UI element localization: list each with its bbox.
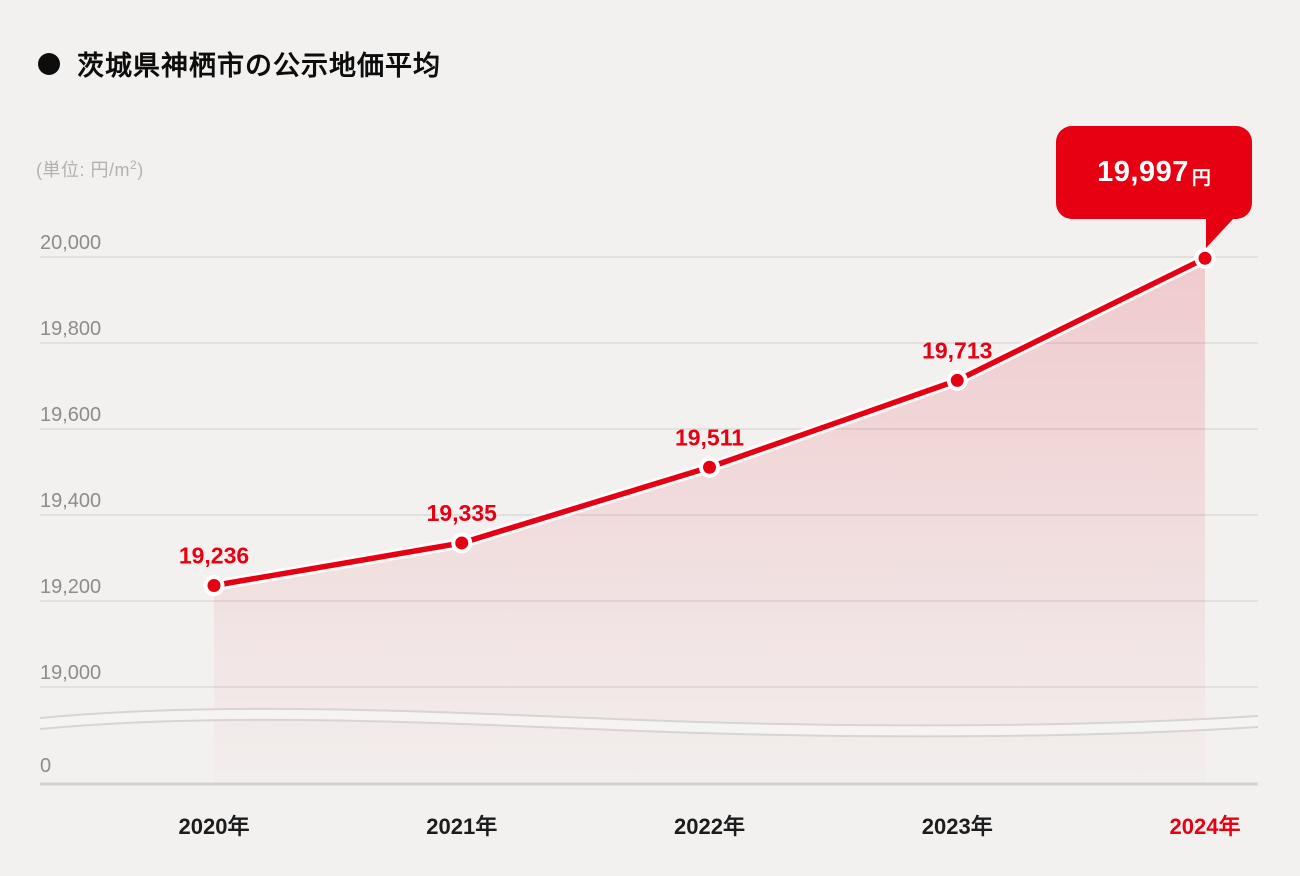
zero-tick-label: 0 — [40, 755, 51, 777]
unit-label-suffix: ) — [137, 160, 144, 180]
axis-break-band — [40, 708, 1258, 737]
x-axis-label: 2022年 — [674, 814, 745, 839]
point-value-label: 19,236 — [179, 543, 249, 569]
unit-label-superscript: 2 — [130, 158, 138, 172]
unit-label-prefix: (単位: 円/m — [36, 160, 130, 180]
y-axis-tick-label: 20,000 — [40, 232, 101, 254]
x-axis-label: 2020年 — [179, 814, 250, 839]
axis-break-line-top — [39, 707, 1259, 727]
point-value-label: 19,713 — [922, 337, 992, 363]
chart-title-row: 茨城県神栖市の公示地価平均 — [38, 44, 441, 83]
data-point — [950, 373, 964, 387]
data-point — [455, 536, 469, 550]
y-axis-tick-label: 19,600 — [40, 404, 101, 426]
x-axis-label: 2021年 — [426, 814, 497, 839]
point-value-label: 19,335 — [427, 500, 498, 526]
data-point — [1198, 251, 1212, 265]
y-axis-tick-label: 19,200 — [40, 576, 101, 598]
x-axis-label: 2023年 — [922, 814, 993, 839]
y-axis-tick-label: 19,800 — [40, 318, 101, 340]
unit-label: (単位: 円/m2) — [36, 156, 144, 182]
x-axis-label-highlighted: 2024年 — [1170, 814, 1241, 839]
data-point — [703, 460, 716, 474]
page-title: 茨城県神栖市の公示地価平均 — [77, 51, 441, 81]
callout-value: 19,997 — [1097, 156, 1189, 188]
callout-tail-icon — [1206, 218, 1234, 248]
bullet-icon — [38, 52, 60, 75]
y-axis-tick-label: 19,000 — [40, 662, 101, 684]
axis-break-line-bottom — [39, 718, 1259, 738]
data-point — [207, 579, 221, 593]
y-axis-tick-label: 19,400 — [40, 490, 101, 512]
callout-bubble: 19,997 円 — [1056, 126, 1252, 248]
point-value-label: 19,511 — [675, 424, 744, 450]
callout-unit: 円 — [1191, 167, 1211, 189]
